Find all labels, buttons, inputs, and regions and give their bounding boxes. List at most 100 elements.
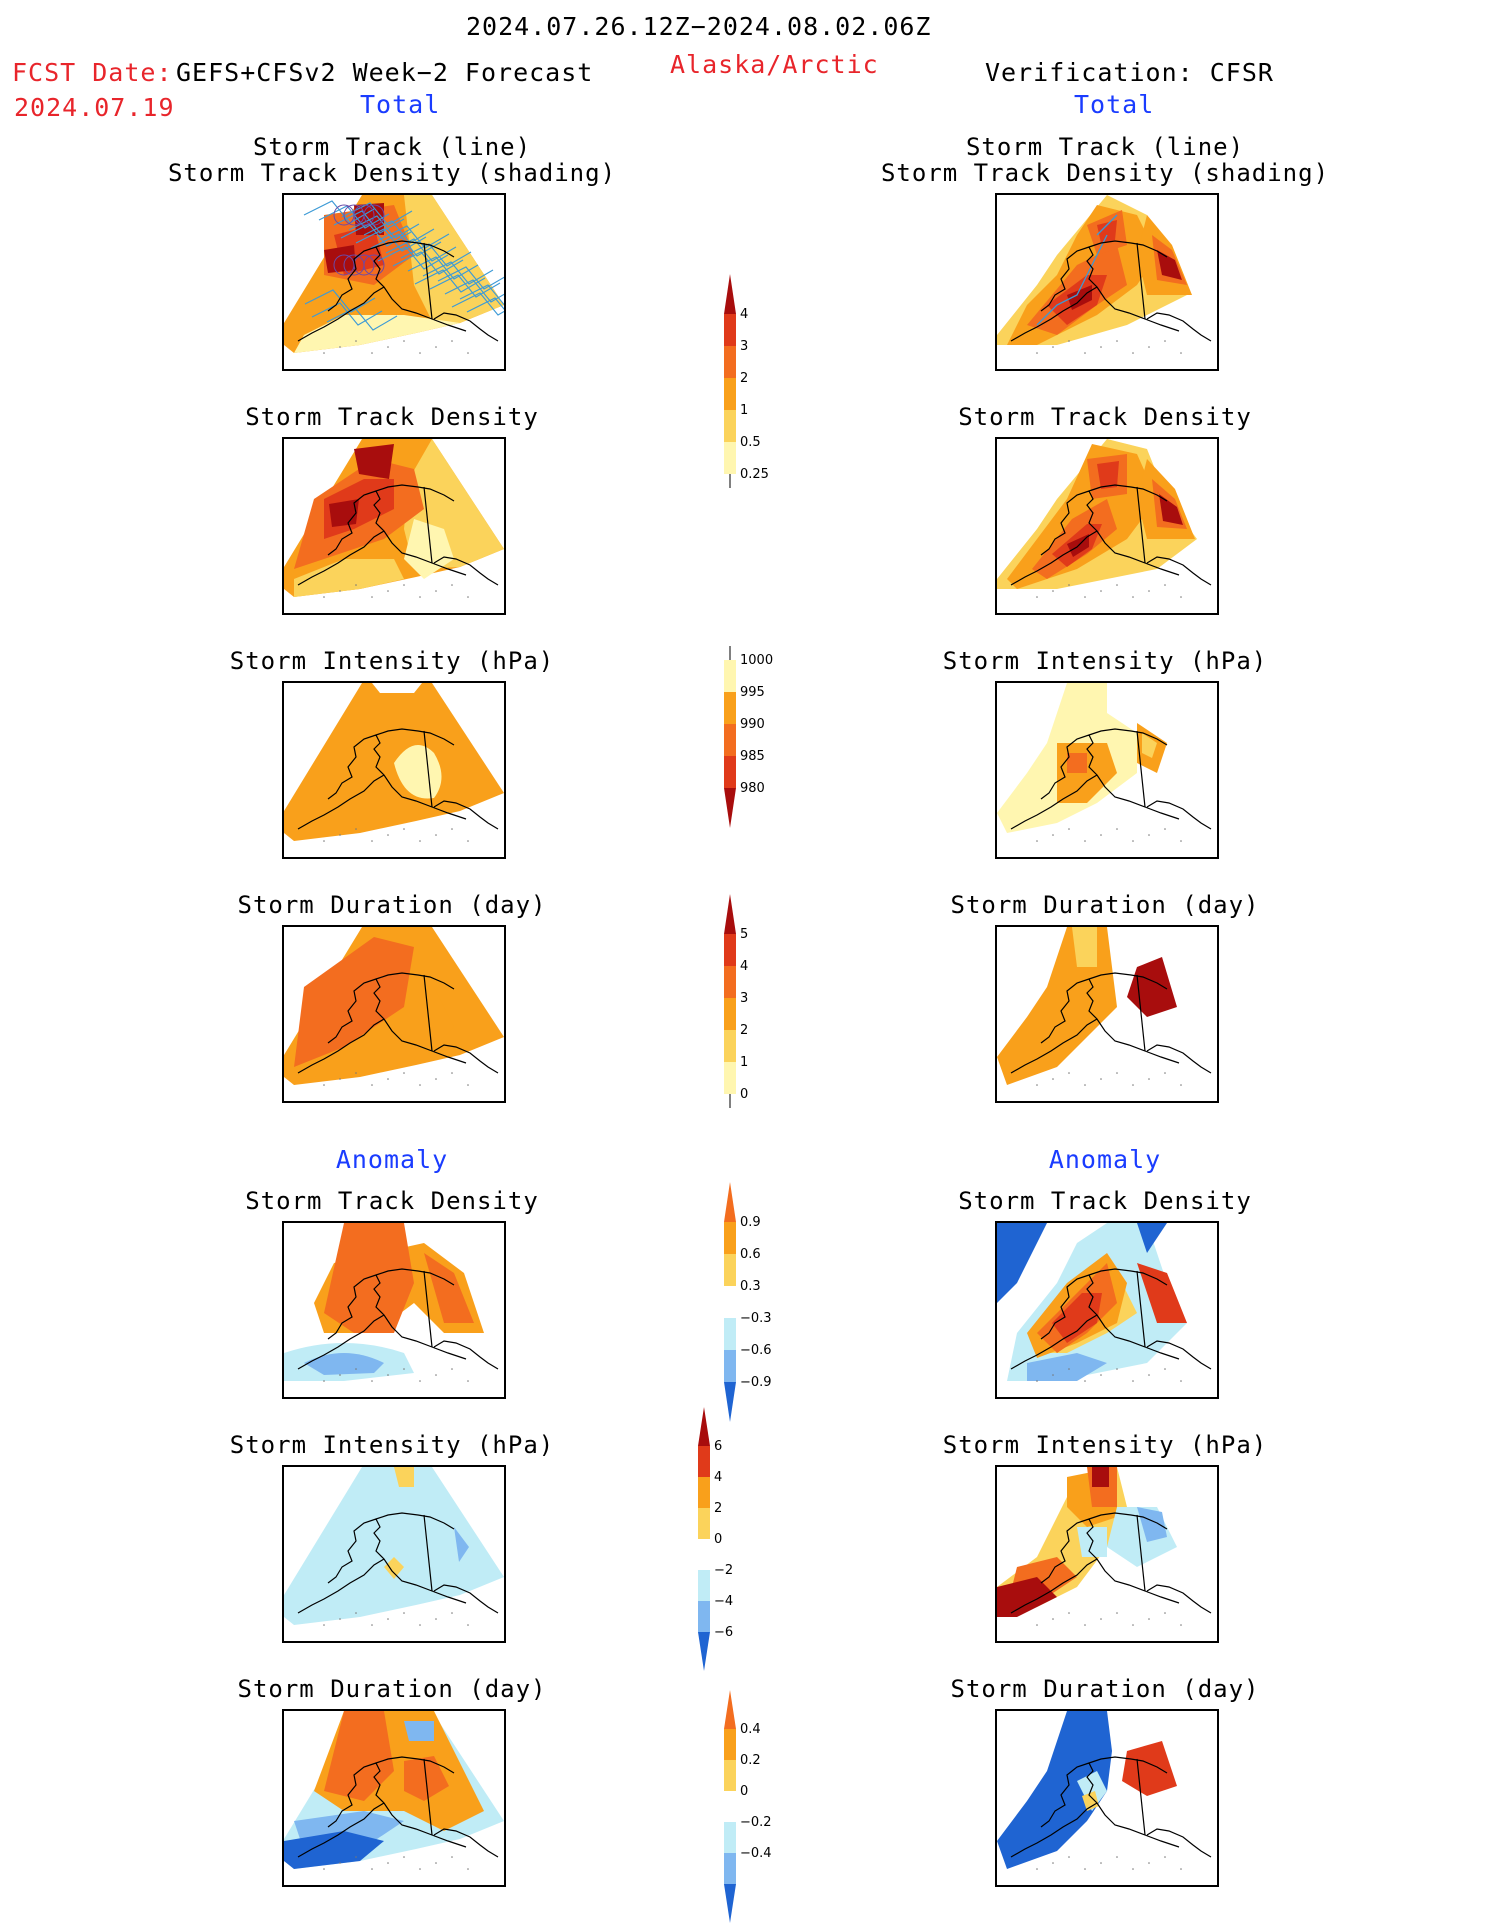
track-line [348,215,420,239]
track-line [377,246,449,270]
shade-region [294,315,460,353]
shade-region [1127,957,1177,1017]
colorbar-segment [724,1030,736,1062]
title-anom-intensity-right: Storm Intensity (hPa) [942,1431,1268,1459]
map-anom-duration-cfsr [995,1709,1219,1887]
colorbar-segment [724,1729,736,1760]
colorbar-segment [724,1884,736,1923]
title-duration-right: Storm Duration (day) [950,891,1260,919]
shade-region [1067,285,1092,310]
colorbar-label: 0.25 [740,467,769,482]
shade-region [372,683,422,693]
shade-region [404,1721,434,1741]
border-line [423,1758,433,1836]
map-anom-intensity-forecast [282,1465,506,1643]
title-anom-density-left: Storm Track Density [245,1187,539,1215]
colorbar-segment [724,1062,736,1094]
colorbar-segment [724,966,736,998]
colorbar-segment [698,1601,710,1632]
map-anom-density-forecast [282,1221,506,1399]
colorbar-segment [724,346,736,378]
colorbar-label: 1 [740,403,748,418]
colorbar-segment [724,1350,736,1382]
coastline [1010,1512,1212,1614]
colorbar-segment [698,1570,710,1601]
colorbar-segment [724,1318,736,1350]
title-intensity-right: Storm Intensity (hPa) [942,647,1268,675]
colorbar-segment [724,692,736,724]
colorbar-label: 0.2 [740,1753,761,1768]
track-line [378,225,450,249]
shade-region [294,937,414,1067]
track-line [340,223,412,247]
coastline [1010,972,1212,1074]
border-line [423,1514,433,1592]
shade-region [1137,1507,1167,1542]
anomaly-label-right: Anomaly [1048,1145,1162,1174]
title-intensity-left: Storm Intensity (hPa) [229,647,555,675]
border-line [1136,242,1146,320]
anomaly-label-left: Anomaly [335,1145,449,1174]
colorbar-segment [724,756,736,788]
colorbar-label: 1000 [740,653,773,668]
track-line [304,289,376,313]
region-label: Alaska/Arctic [670,50,879,79]
colorbar-label: 0 [740,1087,748,1102]
coastline [297,972,499,1074]
title-track-line-left: Storm Track (line) [252,133,532,161]
shade-region [284,683,504,841]
colorbar-label: −6 [714,1625,733,1640]
colorbar-anom-duration: 0.4 0.2 0 −0.2 −0.4 [724,1690,772,1923]
track-line [429,274,501,298]
colorbar-label: 4 [714,1470,722,1485]
colorbar-segment [698,1508,710,1539]
shade-region [1137,1263,1187,1323]
border-line [1136,974,1146,1052]
track-line [303,200,375,224]
colorbar-segment [724,1254,736,1286]
shade-region [1027,1353,1107,1381]
map-duration-cfsr [995,925,1219,1103]
track-line [326,307,398,331]
colorbar-segment [724,724,736,756]
coastline [297,240,499,342]
colorbar-segment [724,894,736,934]
map-track-density-cfsr [995,437,1219,615]
coastline [297,1512,499,1614]
fcst-model-label: GEFS+CFSv2 Week−2 Forecast [176,58,594,87]
map-anom-intensity-cfsr [995,1465,1219,1643]
coastline [297,1756,499,1858]
coastline [297,484,499,586]
shade-region [394,1467,414,1487]
shade-region [1097,461,1119,489]
title-track-density-right: Storm Track Density [958,403,1252,431]
colorbar-label: −4 [714,1594,733,1609]
shade-region [414,987,454,1047]
coastline [297,728,499,830]
colorbar-label: 0.3 [740,1279,761,1294]
track-line [392,251,464,275]
colorbar-segment [724,788,736,828]
colorbar-label: 4 [740,959,748,974]
title-anom-duration-left: Storm Duration (day) [237,1675,547,1703]
colorbar-segment [724,442,736,474]
colorbar-label: 990 [740,717,765,732]
colorbar-label: 985 [740,749,765,764]
track-line [341,202,413,226]
colorbar-label: 0.5 [740,435,761,450]
title-anom-intensity-left: Storm Intensity (hPa) [229,1431,555,1459]
border-line [423,486,433,564]
shade-region [384,1557,404,1579]
shade-region [324,1711,394,1801]
colorbar-label: 0.6 [740,1247,761,1262]
track-line [385,238,457,262]
title-track-line-right: Storm Track (line) [965,133,1245,161]
colorbar-segment [724,934,736,966]
track-line [444,279,504,303]
colorbar-segment [724,1690,736,1729]
title-anom-duration-right: Storm Duration (day) [950,1675,1260,1703]
colorbar-label: −0.9 [740,1375,772,1390]
track-line [422,261,494,285]
colorbar-duration: 5 4 3 2 1 0 [724,894,748,1108]
colorbar-segment [724,378,736,410]
